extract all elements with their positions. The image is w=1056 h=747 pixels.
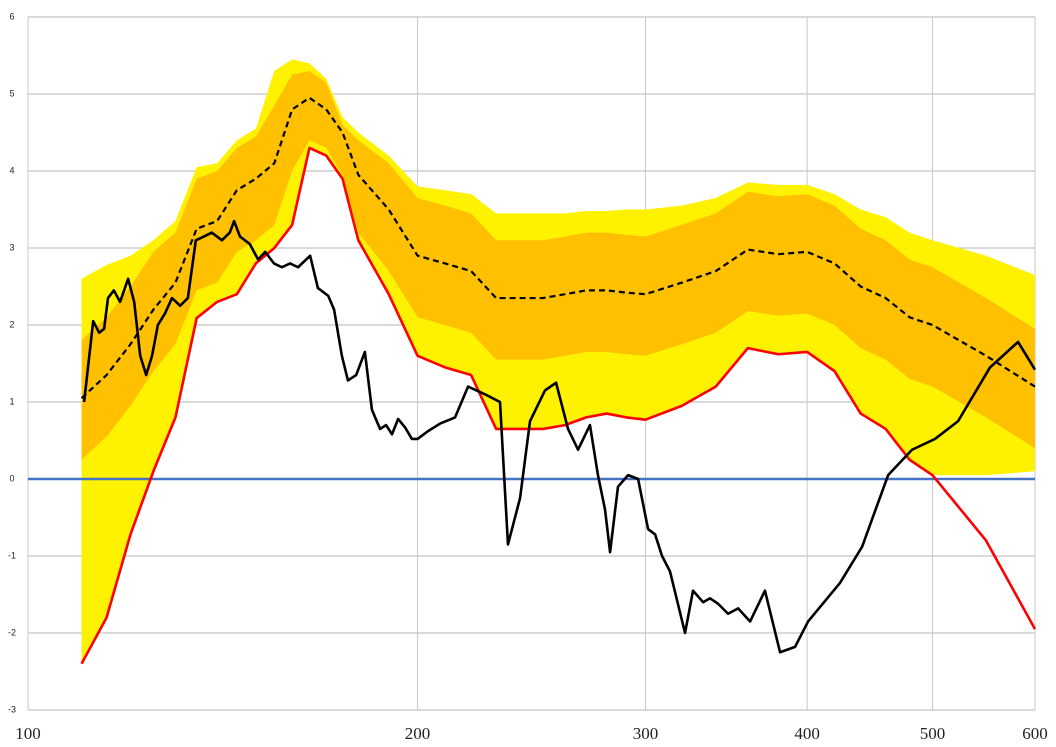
series-line: [80, 146, 1037, 665]
series-line: [82, 219, 1037, 654]
y-tick-label: -2: [8, 627, 16, 637]
x-tick-label: 600: [1022, 724, 1048, 743]
x-tick-label: 200: [405, 724, 431, 743]
x-tick-label: 100: [15, 724, 41, 743]
x-tick-label: 300: [633, 724, 659, 743]
series-line: [80, 96, 1036, 399]
y-tick-label: 6: [9, 11, 14, 21]
y-tick-label: -1: [8, 550, 16, 560]
y-tick-label: 3: [9, 242, 14, 252]
y-tick-label: 2: [9, 319, 14, 329]
y-tick-label: 5: [9, 88, 14, 98]
y-tick-label: 4: [9, 165, 14, 175]
fan-band: [81, 70, 1035, 460]
y-tick-label: 1: [9, 396, 14, 406]
y-tick-label: -3: [8, 704, 16, 714]
x-tick-label: 400: [794, 724, 820, 743]
y-tick-label: 0: [9, 473, 14, 483]
x-tick-label: 500: [920, 724, 946, 743]
